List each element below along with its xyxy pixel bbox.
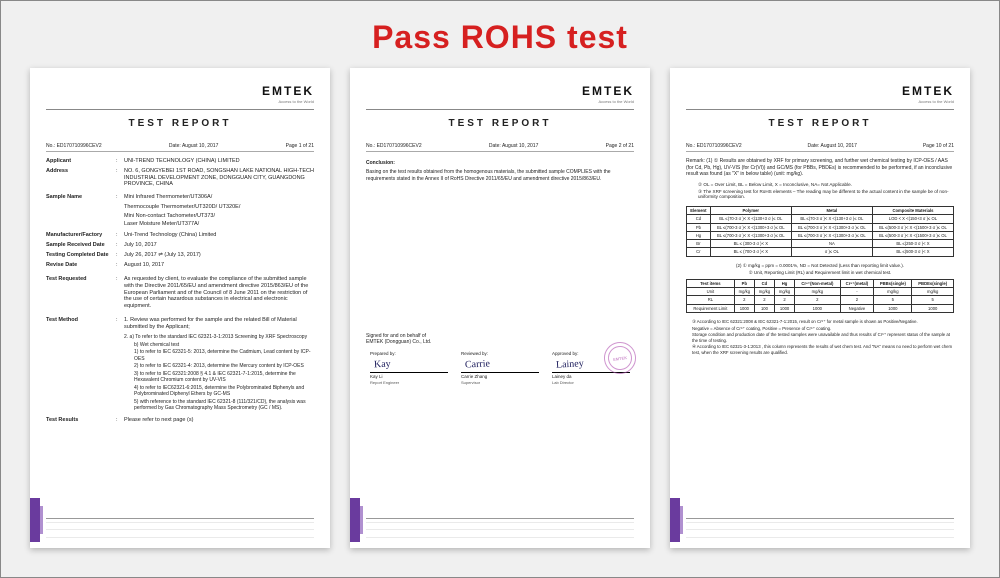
- signature-row: Prepared by: Kay Kay Li Report Engineer …: [366, 351, 634, 384]
- footnotes: ③ According to IEC 62321:2008 & IEC 6232…: [692, 319, 954, 355]
- sample-list: Thermocouple Thermometer/UT320D/ UT320E/…: [46, 204, 314, 228]
- report-page-3: EMTEK Access to the World TEST REPORT No…: [670, 68, 970, 548]
- report-title: TEST REPORT: [46, 118, 314, 131]
- signature-reviewed: Reviewed by: Carrie Carrie Zhang Supervi…: [461, 351, 539, 384]
- meta-row: No.: ED170710996CEV2 Date: August 10, 20…: [46, 141, 314, 152]
- remark-block: Remark: (1) ① Results are obtained by XR…: [686, 158, 954, 178]
- report-page-2: EMTEK Access to the World TEST REPORT No…: [350, 68, 650, 548]
- brand-logo: EMTEK: [262, 84, 314, 99]
- brand-tagline: Access to the World: [262, 99, 314, 104]
- report-page-1: EMTEK Access to the World TEST REPORT No…: [30, 68, 330, 548]
- side-stripe: [30, 498, 40, 542]
- limits-table: Test itemsPbCdHgCr⁶⁺(Non-metal)Cr⁶⁺(meta…: [686, 279, 954, 313]
- page-footer: [46, 518, 314, 540]
- conclusion-block: Conclusion: Basing on the test results o…: [366, 160, 634, 183]
- page-header: EMTEK Access to the World: [46, 82, 314, 110]
- signature-approved: Approved by: Lainey EMTEK Lainey da Lab …: [552, 351, 630, 384]
- method-list: 2. a) To refer to the standard IEC 62321…: [124, 334, 314, 412]
- page-title: Pass ROHS test: [1, 1, 999, 68]
- signature-prepared: Prepared by: Kay Kay Li Report Engineer: [370, 351, 448, 384]
- pages-row: EMTEK Access to the World TEST REPORT No…: [1, 68, 999, 548]
- behalf-block: Signed for and on behalf of EMTEK (Dongg…: [366, 333, 634, 346]
- remark-notes: ② OL = Over Limit, BL = Below Limit, X =…: [698, 182, 954, 200]
- elements-table: ElementPolymerMetalComposite Materials C…: [686, 206, 954, 257]
